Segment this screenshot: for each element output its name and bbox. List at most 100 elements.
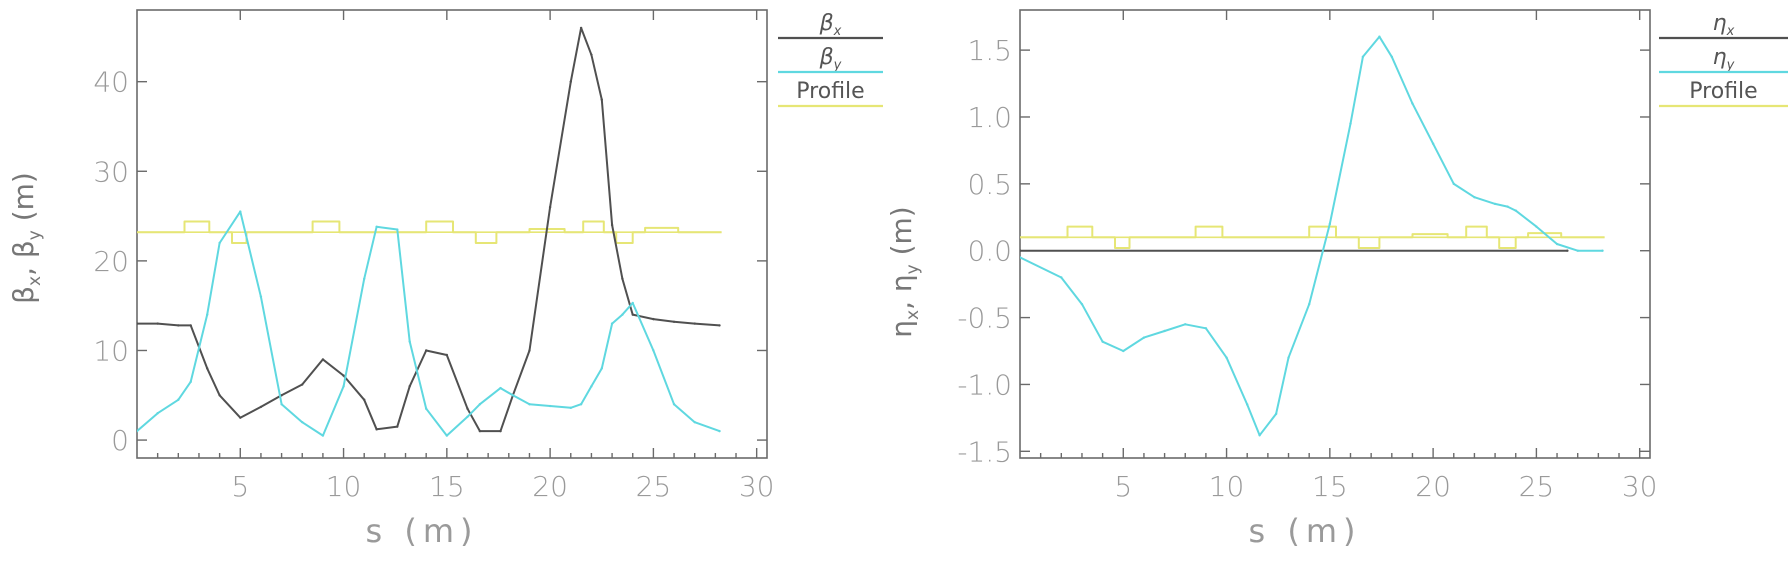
- data-point-βx: [218, 394, 221, 397]
- plot-frame: [1019, 9, 1651, 459]
- legend-subscript: y: [833, 58, 842, 73]
- data-point-βy: [206, 313, 209, 316]
- data-point-ηy: [1506, 205, 1509, 208]
- data-point-ηy: [1361, 55, 1365, 59]
- data-point-βx: [177, 324, 180, 327]
- legend-label: ηy: [1713, 45, 1735, 73]
- data-point-βy: [301, 420, 304, 424]
- profile-line: [1020, 225, 1605, 249]
- x-tick-label: 25: [1519, 470, 1555, 503]
- y-axis-label-subscript: x: [25, 276, 45, 286]
- data-point-βx: [363, 398, 366, 401]
- x-tick-label: 25: [636, 470, 672, 503]
- data-point-βy: [652, 349, 655, 352]
- x-tick-label: 5: [231, 470, 249, 503]
- data-point-ηy: [1349, 122, 1352, 125]
- data-point-βy: [177, 398, 180, 401]
- data-point-βx: [528, 349, 531, 352]
- y-tick-label: 1.0: [967, 101, 1012, 134]
- data-point-βy: [445, 434, 449, 437]
- data-point-βy: [375, 225, 378, 229]
- y-axis-label-subscript: y: [25, 230, 45, 240]
- data-point-ηy: [1328, 222, 1332, 226]
- data-point-ηy: [1246, 403, 1249, 406]
- data-point-ηy: [1122, 349, 1125, 353]
- x-axis-label: s (m): [366, 512, 479, 550]
- data-point-βx: [631, 313, 634, 316]
- legend-label: Profile: [796, 79, 864, 104]
- data-point-ηy: [1080, 303, 1084, 306]
- data-point-βy: [466, 415, 469, 418]
- legend-subscript: x: [833, 24, 842, 39]
- y-axis-label: βx, βy (m): [7, 172, 45, 304]
- data-point-ηy: [1204, 327, 1208, 330]
- data-point-βy: [672, 403, 676, 406]
- y-tick-label: -1.0: [957, 368, 1012, 401]
- data-point-ηy: [1287, 356, 1290, 359]
- data-point-βx: [408, 385, 411, 388]
- data-point-βx: [156, 322, 159, 325]
- data-point-ηy: [1258, 434, 1261, 437]
- data-point-βy: [189, 380, 192, 384]
- plot-area: [137, 26, 722, 437]
- plot-area: [1020, 35, 1605, 437]
- data-point-βx: [189, 324, 192, 327]
- data-point-ηy: [1601, 249, 1604, 252]
- legend-symbol: η: [1713, 11, 1727, 36]
- data-point-βy: [259, 295, 263, 298]
- data-point-βy: [621, 313, 624, 316]
- data-point-βx: [206, 367, 209, 370]
- data-point-ηx: [1020, 249, 1022, 252]
- data-point-βy: [718, 429, 721, 433]
- legend-symbol: η: [1713, 45, 1727, 70]
- x-axis-label: s (m): [1249, 512, 1362, 550]
- y-tick-label: 0: [111, 424, 129, 457]
- data-point-ηy: [1060, 276, 1063, 279]
- data-point-βy: [239, 210, 242, 213]
- data-point-βy: [600, 367, 603, 370]
- y-axis-label-part: η: [885, 320, 918, 338]
- data-point-ηy: [1390, 55, 1394, 59]
- data-point-βy: [321, 434, 325, 437]
- y-axis-label-part: , β: [7, 240, 40, 276]
- data-point-βy: [396, 228, 399, 231]
- legend-symbol: Profile: [796, 79, 864, 104]
- data-point-βx: [718, 324, 721, 327]
- data-point-ηx: [1566, 249, 1569, 252]
- x-tick-label: 30: [1622, 470, 1658, 503]
- y-axis-label-part: , η: [885, 274, 918, 310]
- legend-symbol: β: [819, 11, 834, 36]
- data-point-βx: [672, 320, 676, 324]
- data-point-βx: [239, 416, 242, 419]
- data-point-ηy: [1020, 256, 1022, 259]
- data-point-βx: [396, 425, 399, 428]
- data-point-βy: [342, 385, 345, 388]
- legend-label: βx: [819, 11, 842, 39]
- data-point-βx: [342, 374, 345, 377]
- x-tick-label: 5: [1114, 470, 1132, 503]
- data-point-ηy: [1307, 303, 1311, 306]
- legend-symbol: Profile: [1689, 79, 1757, 104]
- dispersion-chart: 5 10 15 20 25 30 -1.5 -1.0 -0.5 0.0 0.5 1.0 1.5 s (m)…: [885, 9, 1788, 550]
- data-point-βx: [652, 317, 655, 321]
- data-point-ηy: [1514, 209, 1517, 212]
- data-point-βy: [579, 403, 583, 406]
- data-point-βy: [363, 277, 366, 280]
- legend-label: ηx: [1713, 11, 1735, 39]
- data-point-βx: [610, 223, 614, 227]
- data-point-βy: [548, 404, 552, 408]
- data-point-βx: [445, 353, 449, 357]
- y-tick-label: 10: [93, 334, 129, 367]
- data-point-ηy: [1101, 340, 1104, 343]
- data-point-βx: [301, 383, 304, 386]
- x-tick-label: 10: [326, 470, 362, 503]
- y-axis-label-subscript: y: [903, 264, 923, 274]
- data-point-βy: [511, 394, 515, 397]
- data-point-βx: [499, 429, 502, 433]
- y-axis-label-part: (m): [885, 206, 918, 264]
- data-point-βx: [548, 205, 552, 209]
- x-tick-label: 30: [739, 470, 775, 503]
